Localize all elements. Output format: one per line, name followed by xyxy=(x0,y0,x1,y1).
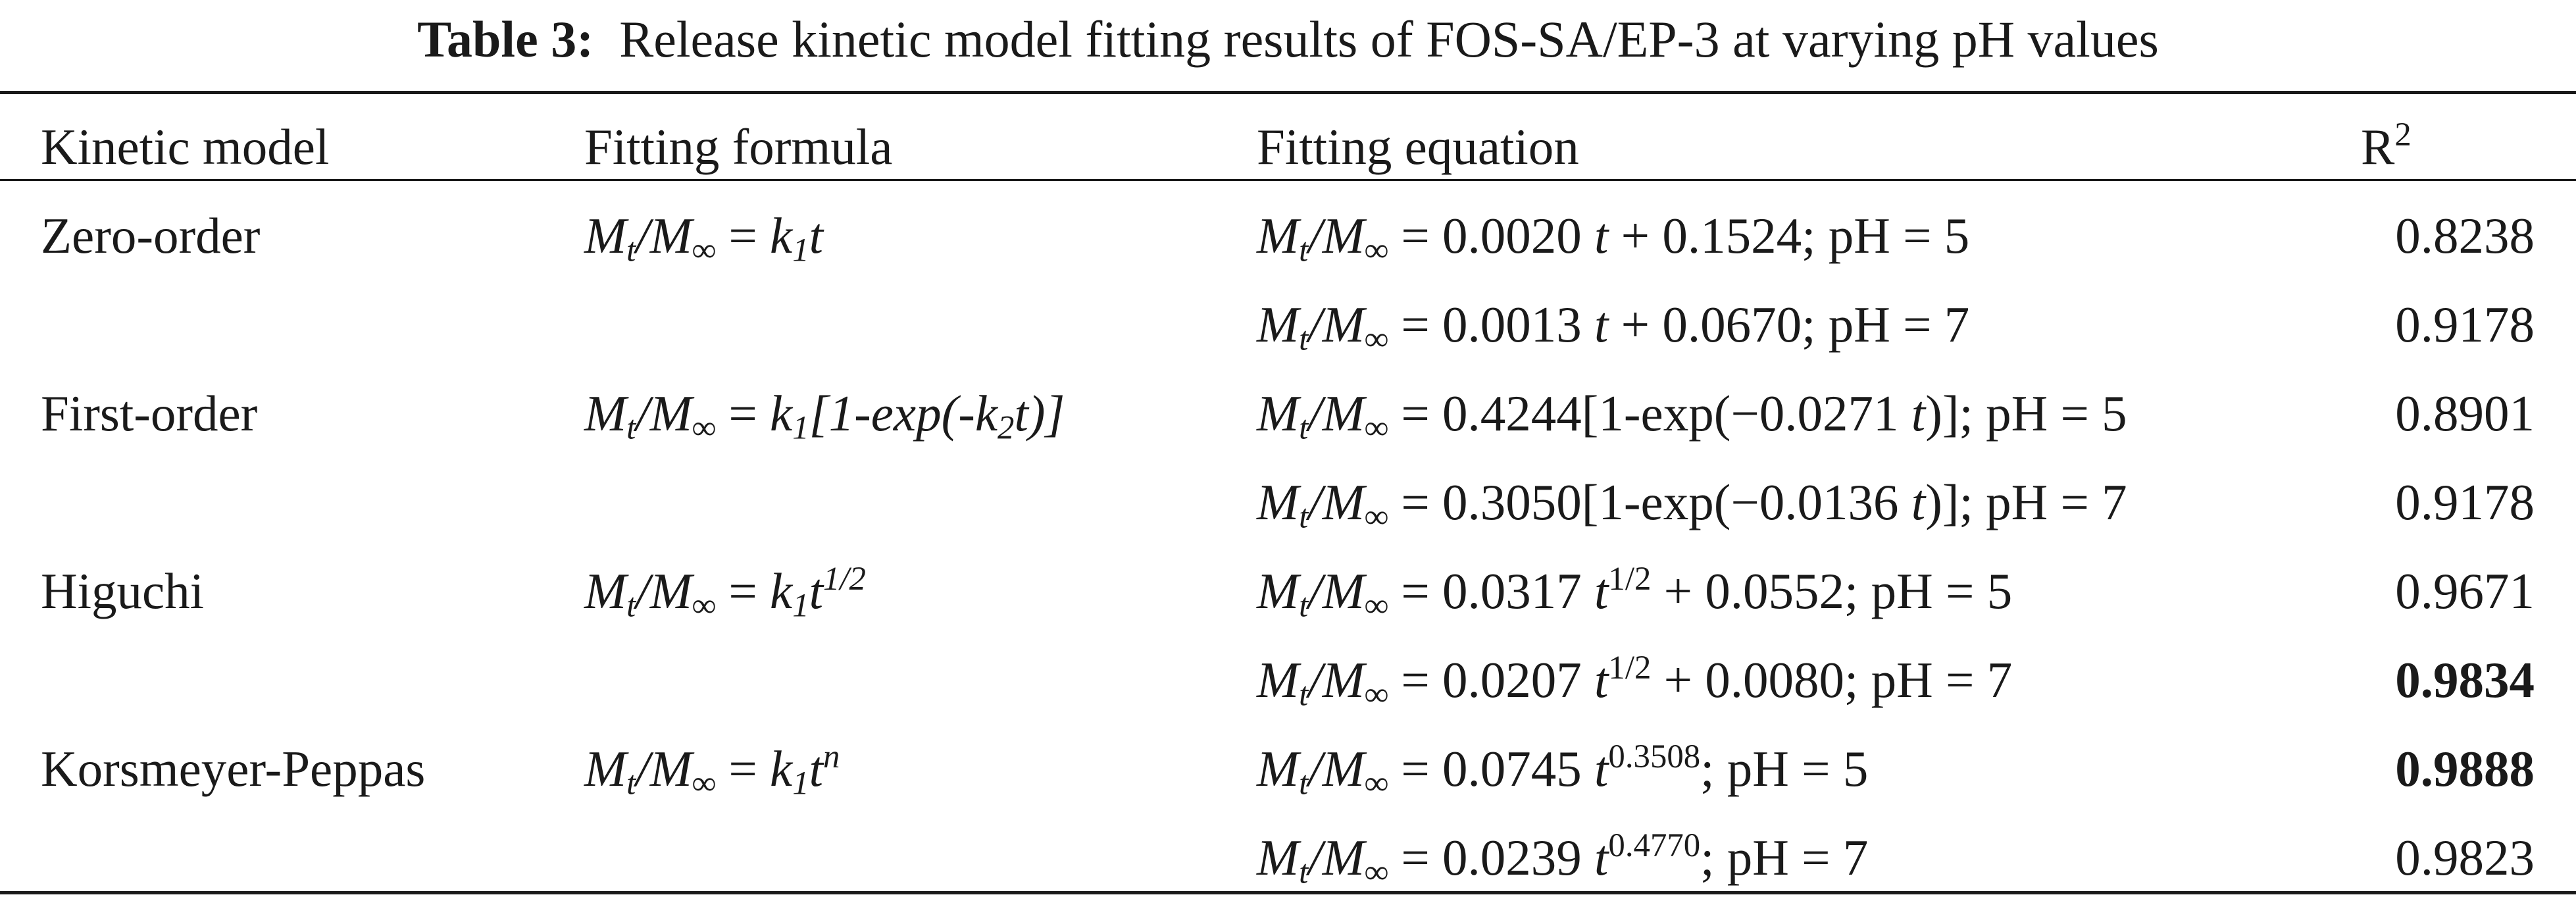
table-top-rule xyxy=(0,91,2576,94)
header-r-squared: R2 xyxy=(2361,116,2412,175)
fitting-equation: Mt/M∞ = 0.0013 t + 0.0670; pH = 7 xyxy=(1257,296,1970,357)
fitting-equation: Mt/M∞ = 0.0239 t0.4770; pH = 7 xyxy=(1257,827,1869,890)
r-squared-value-highlighted: 0.9834 xyxy=(2395,652,2535,708)
fitting-formula: Mt/M∞ = k1tn xyxy=(584,738,840,802)
header-kinetic-model: Kinetic model xyxy=(41,118,330,175)
fitting-equation: Mt/M∞ = 0.3050[1-exp(−0.0136 t)]; pH = 7 xyxy=(1257,474,2127,535)
r-squared-value: 0.8901 xyxy=(2395,385,2535,442)
r-squared-value: 0.8238 xyxy=(2395,207,2535,264)
fitting-formula: Mt/M∞ = k1t xyxy=(584,207,824,269)
fitting-equation: Mt/M∞ = 0.0020 t + 0.1524; pH = 5 xyxy=(1257,207,1970,269)
caption-label: Table 3: xyxy=(417,11,594,68)
fitting-formula: Mt/M∞ = k1[1-exp(-k2t)] xyxy=(584,385,1065,446)
r-squared-value: 0.9178 xyxy=(2395,474,2535,530)
fitting-equation: Mt/M∞ = 0.0745 t0.3508; pH = 5 xyxy=(1257,738,1869,802)
header-fitting-equation: Fitting equation xyxy=(1257,118,1579,175)
fitting-equation: Mt/M∞ = 0.0317 t1/2 + 0.0552; pH = 5 xyxy=(1257,560,2013,624)
table-bottom-rule xyxy=(0,891,2576,894)
fitting-equation: Mt/M∞ = 0.4244[1-exp(−0.0271 t)]; pH = 5 xyxy=(1257,385,2127,446)
fitting-formula: Mt/M∞ = k1t1/2 xyxy=(584,560,866,624)
r-squared-value: 0.9823 xyxy=(2395,829,2535,886)
model-name: Higuchi xyxy=(41,563,205,619)
r-squared-value-highlighted: 0.9888 xyxy=(2395,740,2535,797)
model-name: Zero-order xyxy=(41,207,261,264)
table-caption: Table 3: Release kinetic model fitting r… xyxy=(0,7,2576,72)
model-name: First-order xyxy=(41,385,258,442)
r-squared-value: 0.9178 xyxy=(2395,296,2535,353)
fitting-equation: Mt/M∞ = 0.0207 t1/2 + 0.0080; pH = 7 xyxy=(1257,649,2013,713)
model-name: Korsmeyer-Peppas xyxy=(41,740,426,797)
table-header-rule xyxy=(0,179,2576,181)
caption-text: Release kinetic model fitting results of… xyxy=(619,11,2159,68)
r-squared-value: 0.9671 xyxy=(2395,563,2535,619)
header-fitting-formula: Fitting formula xyxy=(584,118,893,175)
